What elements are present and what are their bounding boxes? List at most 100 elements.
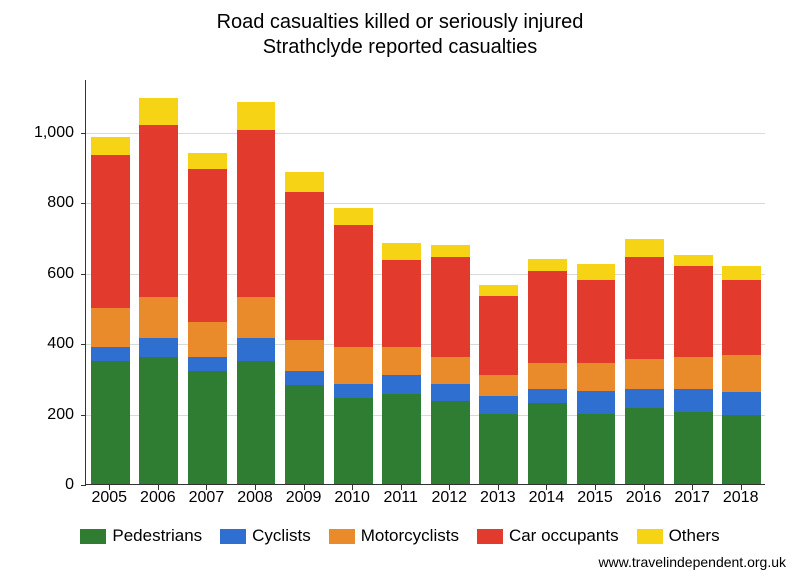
bar-segment (285, 371, 324, 385)
bar-segment (91, 137, 130, 155)
bar-2012 (431, 245, 470, 484)
bar-segment (577, 280, 616, 363)
legend-swatch (80, 529, 106, 544)
legend-item: Motorcyclists (329, 526, 459, 546)
legend-item: Car occupants (477, 526, 619, 546)
chart-container: Road casualties killed or seriously inju… (0, 0, 800, 580)
legend-label: Others (669, 526, 720, 546)
gridline (86, 133, 765, 134)
ytick-label: 400 (47, 335, 74, 353)
bar-2013 (479, 285, 518, 484)
bar-segment (285, 385, 324, 484)
bar-segment (722, 280, 761, 356)
x-axis: 2005200620072008200920102011201220132014… (85, 485, 765, 509)
bar-2017 (674, 255, 713, 484)
xtick-label: 2015 (577, 489, 613, 507)
bar-segment (382, 394, 421, 484)
ytick-label: 600 (47, 265, 74, 283)
bar-segment (139, 125, 178, 298)
title-line-2: Strathclyde reported casualties (0, 35, 800, 60)
bar-segment (285, 340, 324, 372)
bar-segment (237, 338, 276, 361)
xtick-label: 2008 (237, 489, 273, 507)
bar-segment (334, 398, 373, 484)
bar-segment (431, 357, 470, 383)
bar-2011 (382, 243, 421, 484)
bar-segment (285, 192, 324, 340)
bar-segment (577, 363, 616, 391)
xtick-label: 2016 (626, 489, 662, 507)
bar-segment (91, 155, 130, 308)
plot-area (85, 80, 765, 485)
bar-segment (722, 415, 761, 484)
bar-2014 (528, 259, 567, 484)
ytick-label: 200 (47, 406, 74, 424)
bar-segment (479, 285, 518, 296)
bar-segment (577, 264, 616, 280)
bar-segment (625, 359, 664, 389)
bar-segment (139, 98, 178, 124)
credit-text: www.travelindependent.org.uk (598, 554, 786, 570)
bar-segment (479, 396, 518, 414)
bar-segment (479, 296, 518, 375)
xtick-label: 2005 (91, 489, 127, 507)
title-line-1: Road casualties killed or seriously inju… (0, 10, 800, 35)
bar-segment (722, 392, 761, 415)
bar-segment (188, 153, 227, 169)
bar-segment (382, 347, 421, 375)
legend-swatch (220, 529, 246, 544)
legend: Pedestrians Cyclists Motorcyclists Car occu… (0, 526, 800, 546)
bar-segment (91, 308, 130, 347)
bar-segment (431, 257, 470, 357)
bar-segment (334, 347, 373, 384)
bar-segment (237, 130, 276, 297)
legend-label: Car occupants (509, 526, 619, 546)
bar-segment (528, 389, 567, 403)
bar-2016 (625, 239, 664, 484)
legend-item: Pedestrians (80, 526, 202, 546)
bar-segment (188, 357, 227, 371)
bar-2007 (188, 153, 227, 484)
bar-segment (431, 245, 470, 257)
bar-segment (528, 259, 567, 271)
legend-label: Motorcyclists (361, 526, 459, 546)
bar-segment (674, 255, 713, 266)
bar-2010 (334, 208, 373, 484)
bar-segment (237, 361, 276, 484)
ytick-label: 800 (47, 194, 74, 212)
xtick-label: 2017 (674, 489, 710, 507)
bar-segment (625, 257, 664, 359)
bar-segment (334, 208, 373, 226)
legend-swatch (477, 529, 503, 544)
xtick-label: 2006 (140, 489, 176, 507)
bar-segment (334, 225, 373, 347)
bar-segment (91, 361, 130, 484)
bar-segment (139, 357, 178, 484)
bar-2015 (577, 264, 616, 484)
bar-segment (674, 357, 713, 389)
ytick-mark (81, 274, 86, 275)
bar-2018 (722, 266, 761, 484)
bar-segment (674, 389, 713, 412)
bar-segment (577, 414, 616, 484)
bar-segment (674, 412, 713, 484)
bar-segment (431, 384, 470, 402)
bar-segment (528, 403, 567, 484)
legend-label: Pedestrians (112, 526, 202, 546)
bar-segment (479, 375, 518, 396)
legend-item: Cyclists (220, 526, 311, 546)
bar-segment (528, 363, 567, 389)
bar-segment (382, 260, 421, 346)
bar-2005 (91, 137, 130, 484)
bar-segment (188, 371, 227, 484)
xtick-label: 2011 (384, 489, 418, 507)
bar-segment (382, 243, 421, 261)
xtick-label: 2007 (189, 489, 225, 507)
bar-segment (625, 408, 664, 484)
bar-segment (528, 271, 567, 363)
bar-segment (722, 266, 761, 280)
bar-2009 (285, 172, 324, 484)
ytick-mark (81, 344, 86, 345)
bar-segment (431, 401, 470, 484)
bar-segment (285, 172, 324, 191)
